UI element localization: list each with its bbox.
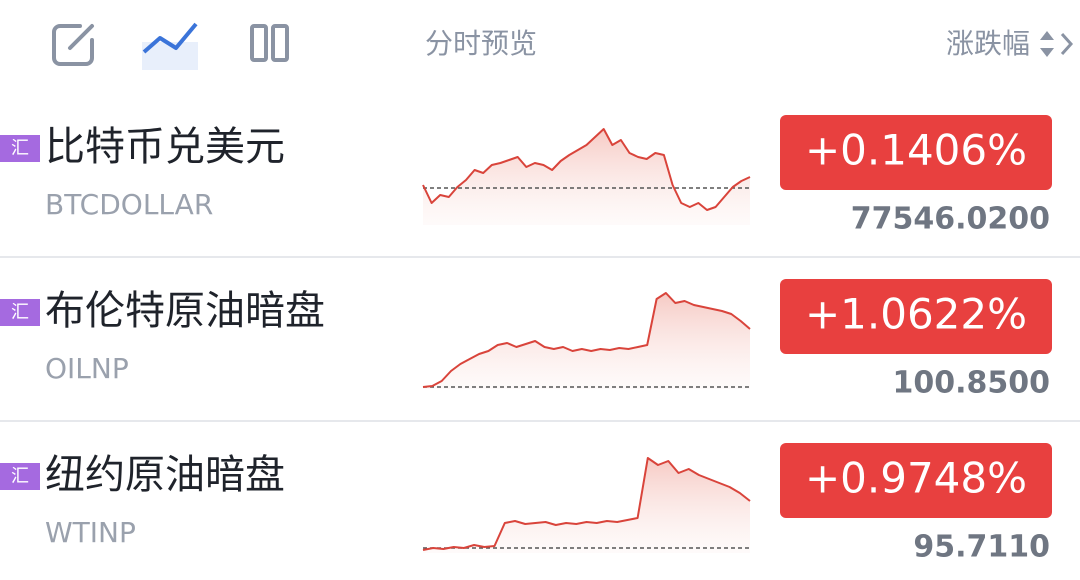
change: +1.0622% bbox=[805, 290, 1027, 339]
badge: 汇 bbox=[11, 466, 29, 487]
badge-bg bbox=[0, 463, 40, 490]
preview-label: 分时预览 bbox=[425, 27, 537, 60]
sort-label[interactable]: 涨跌幅 bbox=[946, 27, 1030, 60]
badge-bg bbox=[0, 299, 40, 326]
name[interactable]: 布伦特原油暗盘 bbox=[45, 288, 325, 334]
sparkline bbox=[422, 128, 751, 211]
change: +0.1406% bbox=[805, 126, 1027, 175]
change-box[interactable] bbox=[780, 115, 1052, 190]
chart-icon[interactable] bbox=[142, 22, 198, 70]
change-box[interactable] bbox=[780, 443, 1052, 518]
sort-arrows[interactable] bbox=[1040, 31, 1054, 57]
sparkline-area bbox=[423, 129, 750, 225]
sparkline-area bbox=[423, 293, 750, 389]
sparkline-area bbox=[423, 458, 750, 553]
sparkline bbox=[422, 457, 751, 551]
change: +0.9748% bbox=[805, 454, 1027, 503]
name[interactable]: 纽约原油暗盘 bbox=[45, 452, 285, 498]
columns-icon[interactable] bbox=[250, 24, 289, 62]
chevron[interactable] bbox=[1060, 32, 1074, 56]
code: WTINP bbox=[45, 516, 136, 549]
price: 100.8500 bbox=[892, 366, 1050, 401]
badge: 汇 bbox=[11, 138, 29, 159]
edit-icon[interactable] bbox=[52, 24, 94, 66]
price: 77546.0200 bbox=[851, 202, 1050, 237]
code: BTCDOLLAR bbox=[45, 188, 213, 221]
badge: 汇 bbox=[11, 302, 29, 323]
price: 95.7110 bbox=[913, 530, 1050, 565]
name[interactable]: 比特币兑美元 bbox=[45, 124, 285, 170]
badge-bg bbox=[0, 135, 40, 162]
sparkline bbox=[422, 292, 751, 388]
code: OILNP bbox=[45, 352, 129, 385]
change-box[interactable] bbox=[780, 279, 1052, 354]
